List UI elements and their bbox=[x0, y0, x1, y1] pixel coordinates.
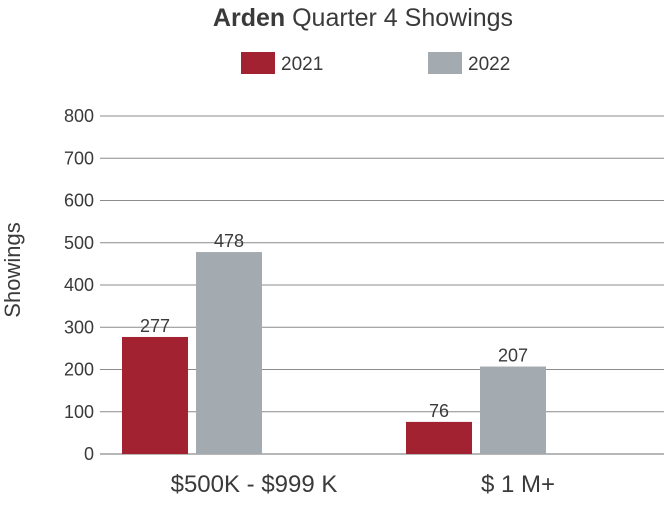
bar-2022-1 bbox=[480, 366, 546, 454]
y-tick-label: 700 bbox=[64, 148, 94, 168]
data-label: 277 bbox=[140, 316, 170, 336]
y-tick-label: 200 bbox=[64, 360, 94, 380]
y-axis-label: Showings bbox=[0, 222, 25, 317]
x-tick-label: $ 1 M+ bbox=[481, 471, 555, 498]
bar-2021-1 bbox=[406, 421, 472, 454]
y-axis-ticks: 0 100 200 300 400 500 600 700 800 bbox=[64, 106, 94, 464]
legend-swatch-2022 bbox=[428, 52, 462, 74]
chart-title-bold: Arden bbox=[213, 4, 285, 32]
data-label: 207 bbox=[498, 346, 528, 366]
y-tick-label: 0 bbox=[84, 444, 94, 464]
legend: 2021 2022 bbox=[241, 52, 510, 75]
legend-label: 2021 bbox=[281, 54, 323, 75]
y-tick-label: 600 bbox=[64, 191, 94, 211]
legend-swatch-2021 bbox=[241, 52, 275, 74]
bar-2022-0 bbox=[196, 252, 262, 454]
legend-label: 2022 bbox=[468, 54, 510, 75]
chart-title: Arden Quarter 4 Showings bbox=[213, 4, 513, 32]
y-tick-label: 100 bbox=[64, 402, 94, 422]
y-tick-label: 400 bbox=[64, 275, 94, 295]
y-tick-label: 800 bbox=[64, 106, 94, 126]
y-tick-label: 500 bbox=[64, 233, 94, 253]
data-label: 478 bbox=[214, 231, 244, 251]
bars: 277 478 76 207 bbox=[122, 231, 546, 454]
gridlines bbox=[100, 115, 664, 455]
x-axis-ticks: $500K - $999 K $ 1 M+ bbox=[171, 471, 555, 498]
y-tick-label: 300 bbox=[64, 317, 94, 337]
data-label: 76 bbox=[429, 401, 449, 421]
chart-title-rest: Quarter 4 Showings bbox=[285, 4, 513, 32]
bar-2021-0 bbox=[122, 336, 188, 454]
x-tick-label: $500K - $999 K bbox=[171, 471, 338, 498]
